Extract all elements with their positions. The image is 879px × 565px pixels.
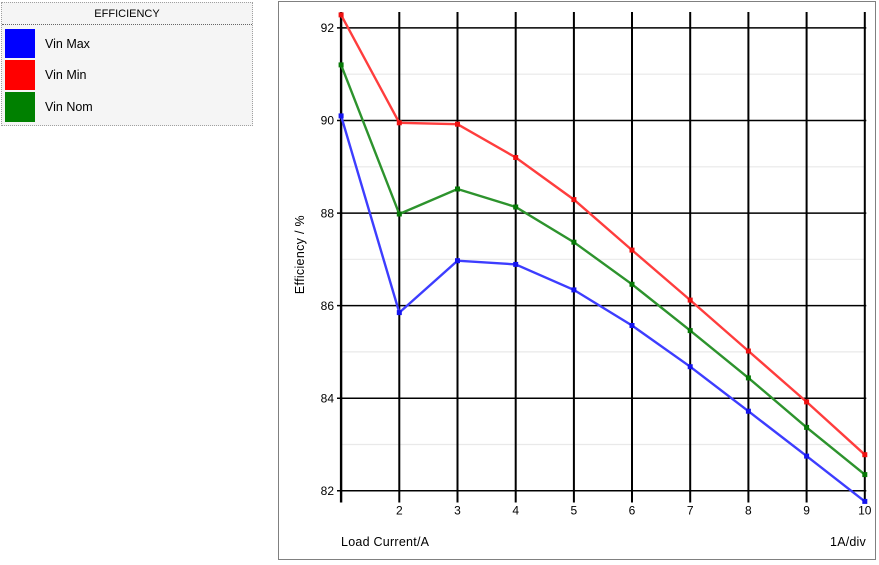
svg-text:88: 88	[321, 206, 335, 220]
svg-text:2: 2	[396, 504, 403, 518]
svg-text:90: 90	[321, 114, 335, 128]
svg-text:7: 7	[687, 504, 694, 518]
svg-text:84: 84	[321, 391, 335, 405]
svg-text:82: 82	[321, 484, 335, 498]
svg-text:10: 10	[858, 504, 872, 518]
svg-text:8: 8	[745, 504, 752, 518]
svg-text:4: 4	[512, 504, 519, 518]
svg-text:Efficiency / %: Efficiency / %	[293, 215, 307, 294]
svg-text:3: 3	[454, 504, 461, 518]
svg-text:92: 92	[321, 21, 335, 35]
svg-text:86: 86	[321, 299, 335, 313]
svg-text:9: 9	[803, 504, 810, 518]
svg-text:1A/div: 1A/div	[830, 535, 866, 549]
svg-text:6: 6	[629, 504, 636, 518]
svg-text:5: 5	[571, 504, 578, 518]
svg-text:Load Current/A: Load Current/A	[341, 535, 430, 549]
